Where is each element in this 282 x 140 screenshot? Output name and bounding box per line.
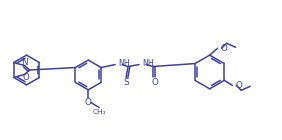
Text: NH: NH — [118, 59, 130, 68]
Text: NH: NH — [142, 59, 154, 68]
Text: O: O — [235, 81, 242, 90]
Text: N: N — [21, 58, 28, 67]
Text: O: O — [85, 98, 92, 107]
Text: O: O — [151, 78, 158, 87]
Text: O: O — [221, 44, 228, 53]
Text: S: S — [123, 78, 129, 87]
Text: O: O — [22, 73, 29, 82]
Text: CH₃: CH₃ — [92, 109, 106, 115]
